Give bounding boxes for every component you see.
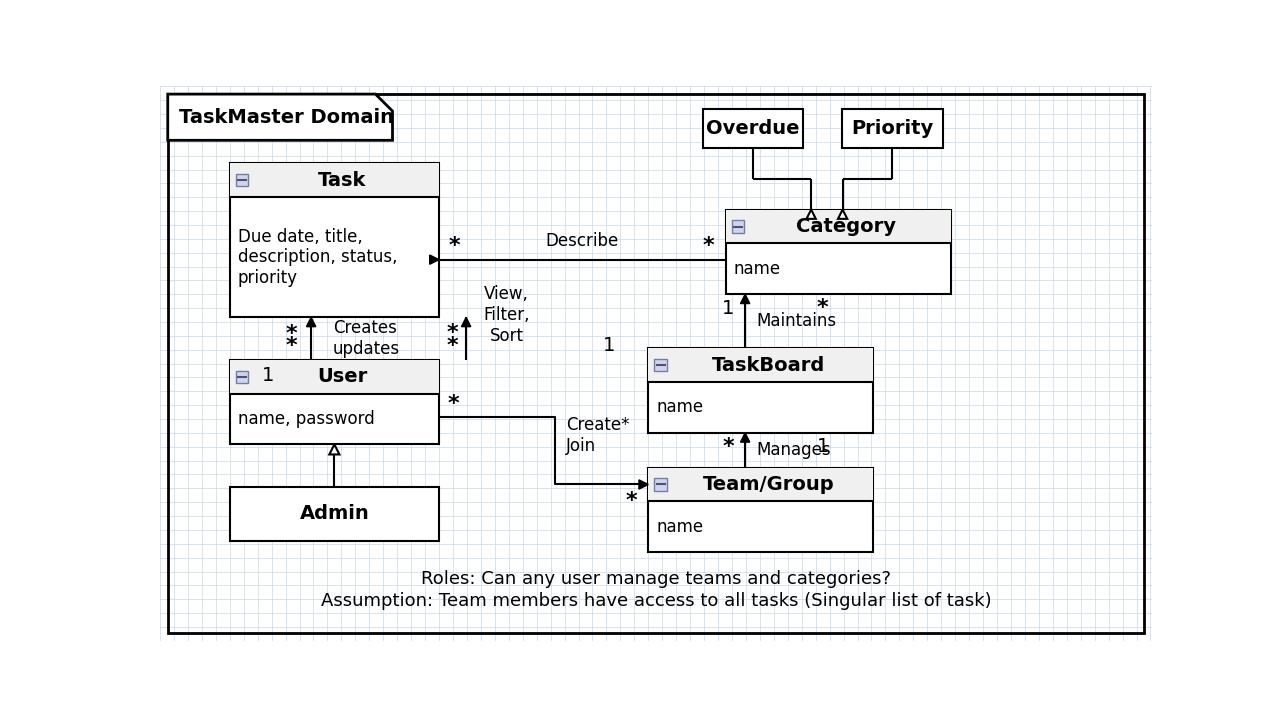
Polygon shape [806,210,815,219]
Bar [648,348,873,433]
Text: *: * [449,235,461,256]
Text: *: * [285,336,297,356]
Polygon shape [740,294,750,304]
Text: name: name [733,260,781,278]
Text: Category: Category [796,217,896,236]
Polygon shape [168,94,393,140]
Text: User: User [317,367,367,386]
Text: Admin: Admin [300,504,369,523]
Text: Creates
updates: Creates updates [333,319,399,358]
Text: Manages: Manages [756,441,831,459]
Text: TaskBoard: TaskBoard [712,356,826,374]
Text: Task: Task [317,171,366,190]
Bar [842,109,943,148]
Bar [732,220,745,233]
Text: Roles: Can any user manage teams and categories?: Roles: Can any user manage teams and cat… [421,570,891,588]
Bar [229,360,439,394]
Bar [236,371,248,383]
Text: *: * [703,235,714,256]
Bar [229,163,439,197]
Text: Team/Group: Team/Group [703,475,835,494]
Text: *: * [447,336,458,356]
Bar [654,478,667,490]
Text: *: * [626,492,637,511]
Bar [703,109,804,148]
Text: Overdue: Overdue [707,120,800,138]
Bar [229,487,439,541]
Bar [726,210,951,294]
Text: name, password: name, password [238,410,374,428]
Text: View,
Filter,
Sort: View, Filter, Sort [483,285,530,345]
Text: *: * [447,394,458,413]
Bar [236,174,248,186]
Bar [229,360,439,444]
Bar [648,467,873,501]
Polygon shape [430,255,439,264]
Text: name: name [657,398,703,416]
Text: Due date, title,
description, status,
priority: Due date, title, description, status, pr… [238,228,397,287]
Text: 1: 1 [603,336,616,356]
Text: 1: 1 [722,299,735,318]
Text: Priority: Priority [851,120,933,138]
Polygon shape [838,210,847,219]
Text: 1: 1 [262,366,275,384]
Text: *: * [817,298,828,318]
Polygon shape [306,318,316,327]
Text: *: * [285,324,297,344]
Text: Maintains: Maintains [756,312,836,330]
Text: *: * [722,437,733,456]
Polygon shape [740,433,750,442]
Bar [654,359,667,372]
Text: 1: 1 [817,437,829,456]
Polygon shape [329,444,339,454]
Text: *: * [447,323,458,343]
Text: Assumption: Team members have access to all tasks (Singular list of task): Assumption: Team members have access to … [321,592,991,610]
Polygon shape [462,318,471,327]
Bar [648,467,873,552]
Polygon shape [639,480,648,489]
Bar [648,348,873,382]
Text: TaskMaster Domain: TaskMaster Domain [179,108,394,127]
Text: Describe: Describe [545,233,620,251]
Text: Create*
Join: Create* Join [566,416,630,454]
Text: name: name [657,518,703,536]
Bar [726,210,951,243]
Bar [229,163,439,318]
